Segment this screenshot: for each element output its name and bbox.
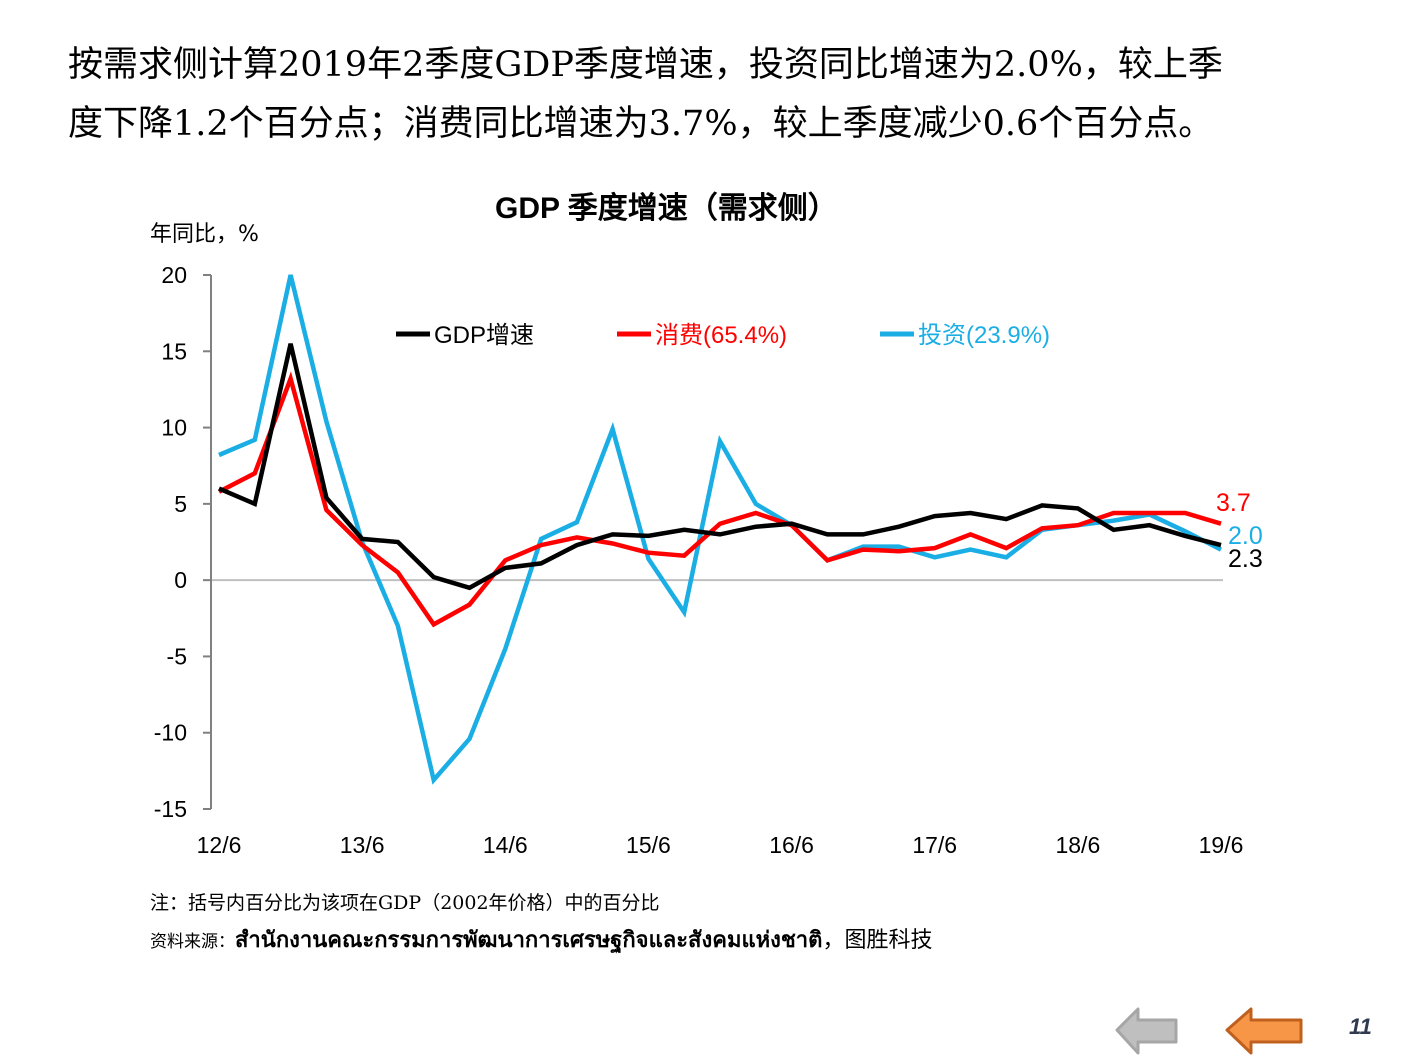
x-tick-label: 19/6	[1199, 832, 1244, 858]
y-tick-label: 10	[161, 415, 187, 441]
arrow-left-icon	[1225, 1007, 1303, 1055]
end-value-label: 2.0	[1228, 522, 1263, 550]
intro-line-1: 按需求侧计算2019年2季度GDP季度增速，投资同比增速为2.0%，较上季	[68, 45, 1223, 85]
intro-line-2: 度下降1.2个百分点；消费同比增速为3.7%，较上季度减少0.6个百分点。	[68, 104, 1214, 144]
x-tick-label: 17/6	[912, 832, 957, 858]
series-line-1	[217, 371, 1222, 628]
y-tick-label: 15	[161, 338, 187, 364]
y-tick-label: -10	[154, 720, 187, 746]
y-tick-label: -15	[154, 796, 187, 822]
x-tick-label: 13/6	[340, 832, 385, 858]
source-agency: สำนักงานคณะกรรมการพัฒนาการเศรษฐกิจและสัง…	[235, 928, 823, 953]
prev-arrow-button[interactable]	[1114, 1006, 1180, 1056]
y-tick-label: 0	[174, 567, 187, 593]
end-value-label: 3.7	[1216, 489, 1251, 517]
y-axis-label: 年同比，%	[150, 222, 259, 247]
chart-note: 注：括号内百分比为该项在GDP（2002年价格）中的百分比	[150, 892, 660, 914]
legend-label: GDP增速	[434, 322, 534, 349]
x-tick-label: 14/6	[483, 832, 528, 858]
x-tick-label: 16/6	[769, 832, 814, 858]
arrow-left-icon	[1115, 1007, 1178, 1055]
intro-text: 按需求侧计算2019年2季度GDP季度增速，投资同比增速为2.0%，较上季 度下…	[68, 36, 1368, 154]
legend-label: 消费(65.4%)	[655, 322, 787, 349]
x-tick-label: 12/6	[197, 832, 242, 858]
y-tick-label: 20	[161, 262, 187, 288]
source-tail: ，图胜科技	[822, 928, 933, 953]
legend-label: 投资(23.9%)	[918, 322, 1050, 349]
y-tick-label: -5	[167, 643, 187, 669]
end-value-label: 2.3	[1228, 545, 1263, 573]
next-arrow-button[interactable]	[1224, 1006, 1304, 1056]
source-label: 资料来源：	[150, 932, 235, 952]
y-tick-label: 5	[174, 491, 187, 517]
chart-title: GDP 季度增速（需求侧）	[495, 192, 838, 225]
x-tick-label: 15/6	[626, 832, 671, 858]
chart-source: 资料来源：สำนักงานคณะกรรมการพัฒนาการเศรษฐกิจแ…	[150, 922, 932, 957]
series-line-0	[218, 343, 1222, 591]
page-number: 11	[1349, 1014, 1372, 1039]
x-tick-label: 18/6	[1055, 832, 1100, 858]
